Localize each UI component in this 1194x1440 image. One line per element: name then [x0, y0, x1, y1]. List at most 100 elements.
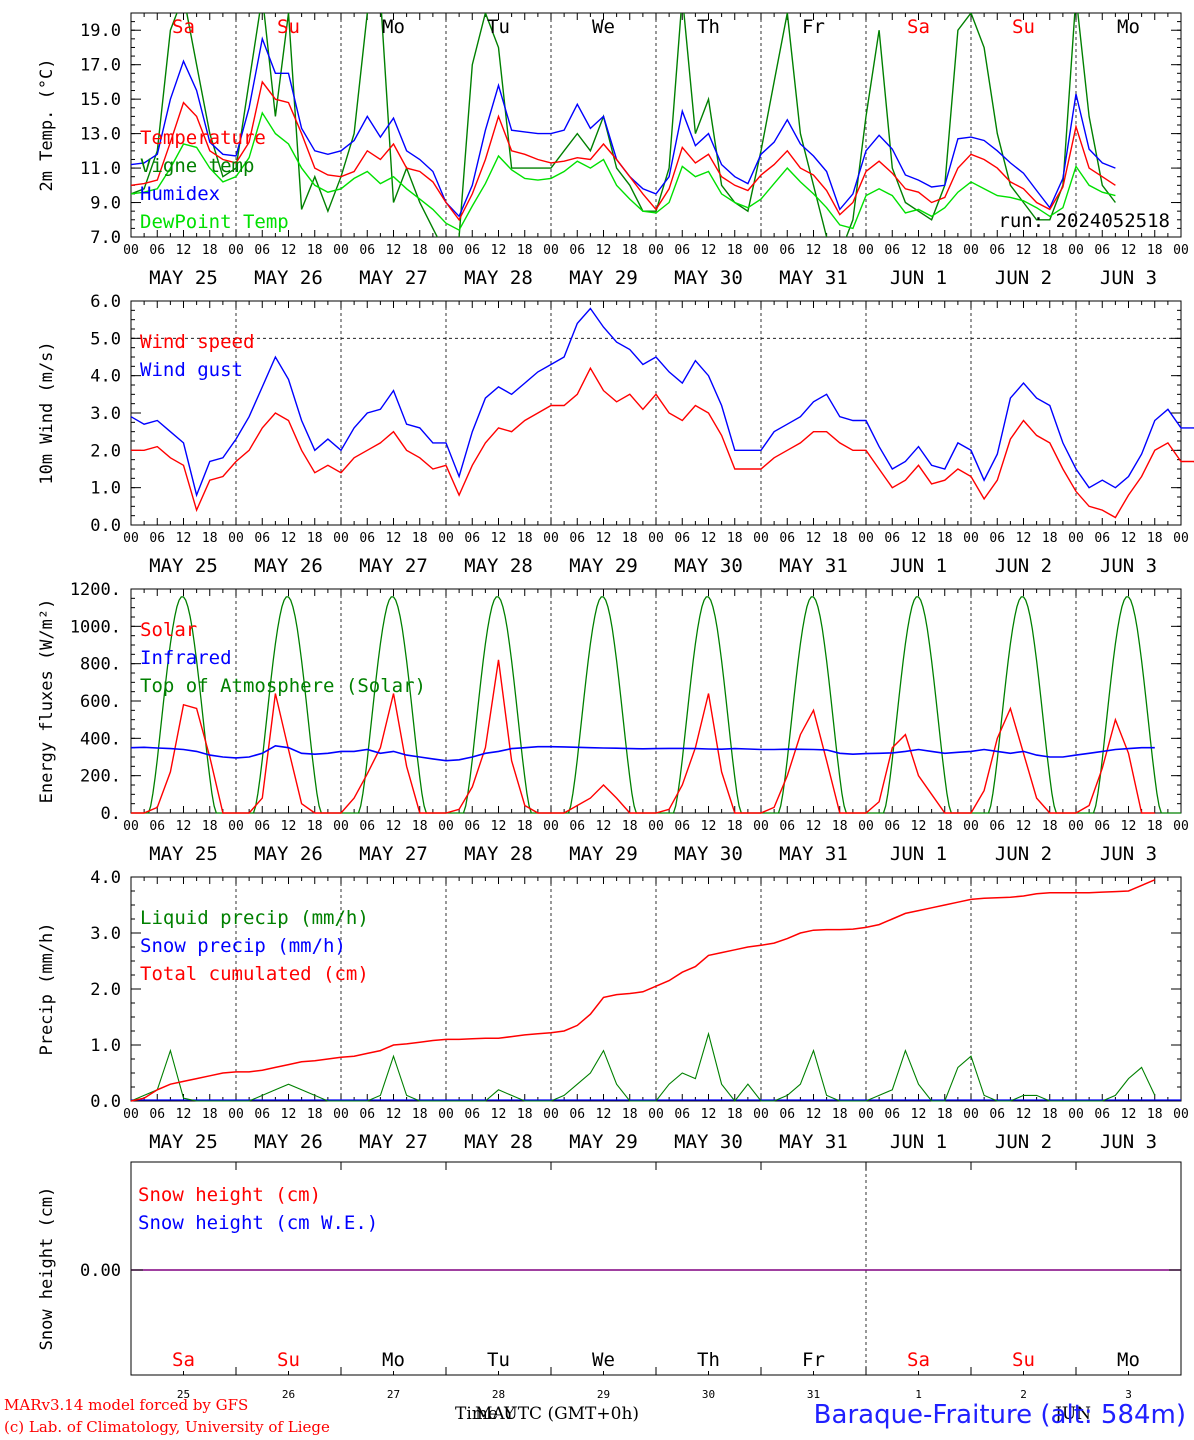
legend-entry: Total cumulated (cm): [140, 963, 369, 985]
hour-tick-label: 12: [1016, 531, 1032, 546]
date-label: MAY 29: [569, 267, 638, 289]
time-label: Time UTC (GMT+0h): [455, 1404, 640, 1424]
hour-tick-label: 06: [569, 243, 585, 258]
hour-tick-label: 00: [963, 1107, 979, 1122]
date-label: MAY 25: [149, 843, 218, 865]
hour-tick-label: 06: [464, 243, 480, 258]
hour-tick-label: 12: [386, 531, 402, 546]
hour-tick-label: 12: [386, 243, 402, 258]
weekday-label: Tu: [487, 16, 510, 38]
hour-tick-label: 12: [281, 531, 297, 546]
hour-tick-label: 12: [1121, 1107, 1137, 1122]
hour-tick-label: 06: [1094, 531, 1110, 546]
y-tick-label: 15.0: [80, 90, 121, 110]
hour-tick-label: 00: [438, 531, 454, 546]
hour-tick-label: 06: [779, 531, 795, 546]
hour-tick-label: 06: [569, 531, 585, 546]
hour-tick-label: 12: [281, 243, 297, 258]
y-tick-label: 800.: [80, 655, 121, 675]
hour-tick-label: 12: [176, 243, 192, 258]
hour-tick-label: 00: [123, 819, 139, 834]
station-name: Baraque-Fraiture (alt: 584m): [813, 1400, 1186, 1430]
hour-tick-label: 00: [648, 1107, 664, 1122]
hour-tick-label: 06: [884, 243, 900, 258]
weekday-label: We: [592, 16, 615, 38]
hour-tick-label: 00: [1068, 1107, 1084, 1122]
y-tick-label: 0.0: [90, 516, 121, 536]
hour-tick-label: 00: [1173, 531, 1189, 546]
date-label: JUN 3: [1100, 267, 1157, 289]
hour-tick-label: 06: [989, 531, 1005, 546]
hour-tick-label: 06: [884, 819, 900, 834]
hour-tick-label: 06: [464, 819, 480, 834]
hour-tick-label: 18: [307, 243, 323, 258]
hour-tick-label: 12: [176, 819, 192, 834]
y-tick-label: 0.00: [80, 1261, 121, 1281]
hour-tick-label: 00: [1173, 819, 1189, 834]
hour-tick-label: 06: [1094, 1107, 1110, 1122]
date-label: MAY 28: [464, 1131, 533, 1153]
hour-tick-label: 00: [228, 243, 244, 258]
weekday-label: Mo: [382, 1349, 405, 1371]
date-label: MAY 29: [569, 1131, 638, 1153]
y-tick-label: 3.0: [90, 404, 121, 424]
date-label: MAY 31: [779, 1131, 848, 1153]
date-label: MAY 26: [254, 555, 323, 577]
legend-entry: Snow precip (mm/h): [140, 935, 346, 957]
series-wind-gust: [130, 307, 1194, 498]
date-label: JUN 2: [995, 267, 1052, 289]
hour-tick-label: 12: [386, 819, 402, 834]
hour-tick-label: 18: [832, 1107, 848, 1122]
hour-tick-label: 06: [464, 531, 480, 546]
hour-tick-label: 12: [911, 1107, 927, 1122]
weekday-label: Mo: [382, 16, 405, 38]
date-label: MAY 27: [359, 1131, 428, 1153]
date-label: MAY 30: [674, 1131, 743, 1153]
hour-tick-label: 06: [149, 1107, 165, 1122]
y-tick-label: 6.0: [90, 292, 121, 312]
hour-tick-label: 18: [412, 819, 428, 834]
temp-axis-label: 2m Temp. (°C): [37, 58, 57, 191]
y-tick-label: 2.0: [90, 980, 121, 1000]
hour-tick-label: 06: [779, 243, 795, 258]
hour-tick-label: 18: [832, 819, 848, 834]
hour-tick-label: 00: [333, 531, 349, 546]
hour-tick-label: 00: [963, 243, 979, 258]
hour-tick-label: 00: [1068, 819, 1084, 834]
date-label: JUN 2: [995, 1131, 1052, 1153]
hour-tick-label: 06: [779, 1107, 795, 1122]
hour-tick-label: 00: [858, 1107, 874, 1122]
legend-entry: Liquid precip (mm/h): [140, 907, 369, 929]
hour-tick-label: 12: [1121, 531, 1137, 546]
date-label: MAY 27: [359, 267, 428, 289]
hour-tick-label: 18: [202, 531, 218, 546]
hour-tick-label: 12: [281, 1107, 297, 1122]
hour-tick-label: 06: [884, 531, 900, 546]
hour-tick-label: 18: [412, 531, 428, 546]
y-tick-label: 7.0: [90, 228, 121, 248]
hour-tick-label: 12: [701, 243, 717, 258]
hour-tick-label: 00: [228, 1107, 244, 1122]
date-label: MAY 31: [779, 555, 848, 577]
hour-tick-label: 00: [753, 531, 769, 546]
y-tick-label: 3.0: [90, 924, 121, 944]
date-label: MAY 28: [464, 843, 533, 865]
hour-tick-label: 18: [1147, 1107, 1163, 1122]
y-tick-label: 11.0: [80, 159, 121, 179]
weekday-label: Fr: [802, 16, 825, 38]
hour-tick-label: 12: [176, 1107, 192, 1122]
y-tick-label: 4.0: [90, 868, 121, 888]
hour-tick-label: 00: [858, 243, 874, 258]
date-label: MAY 25: [149, 1131, 218, 1153]
legend-entry: DewPoint Temp: [140, 211, 289, 233]
weekday-label: Sa: [907, 1349, 930, 1371]
hour-tick-label: 12: [491, 1107, 507, 1122]
hour-tick-label: 00: [543, 1107, 559, 1122]
weekday-label: Sa: [172, 1349, 195, 1371]
date-label: JUN 3: [1100, 843, 1157, 865]
hour-tick-label: 12: [1016, 1107, 1032, 1122]
series-temperature: [131, 80, 1116, 222]
month-mid-label: MAY: [475, 1404, 516, 1424]
hour-tick-label: 18: [412, 1107, 428, 1122]
day-number: 1: [915, 1388, 922, 1401]
